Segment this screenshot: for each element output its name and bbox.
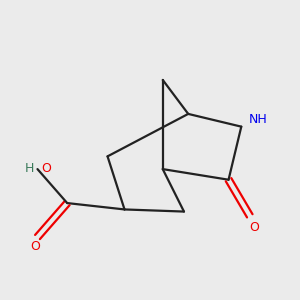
Text: O: O xyxy=(249,221,259,234)
Text: H: H xyxy=(25,162,34,175)
Text: O: O xyxy=(30,240,40,254)
Text: O: O xyxy=(41,162,51,175)
Text: NH: NH xyxy=(249,112,268,125)
